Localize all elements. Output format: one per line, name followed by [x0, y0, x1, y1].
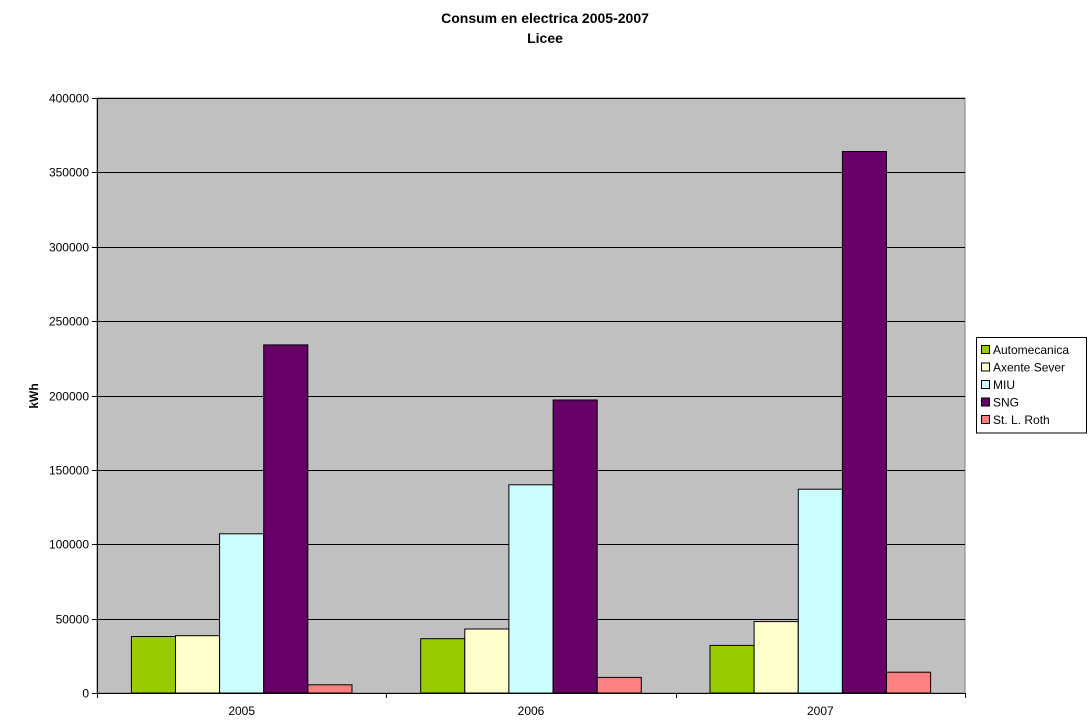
y-tick-label: 0: [82, 687, 89, 701]
y-tick-labels: 0 50000 100000 150000 200000 250000 300000 3500…: [49, 92, 97, 701]
x-tick-labels: 2005 2006 2007: [97, 693, 966, 718]
legend-swatch-miu: [981, 380, 990, 389]
bar-axente-sever-2007: [753, 621, 799, 694]
bar-axente-sever-2005: [175, 635, 221, 694]
y-tick-label: 200000: [49, 390, 89, 404]
bar-axente-sever-2006: [464, 628, 510, 694]
legend-swatch-axente-sever: [981, 362, 990, 372]
y-tick-label: 400000: [49, 92, 89, 106]
chart-subtitle: Licee: [527, 30, 563, 46]
legend-box: [976, 337, 1087, 434]
x-tick-label: 2007: [807, 704, 834, 718]
bar-miu-2007: [797, 488, 843, 694]
legend-label-sng: SNG: [993, 396, 1019, 410]
bar-st-l-roth-2005: [307, 684, 353, 694]
legend-label-miu: MIU: [993, 378, 1015, 392]
y-tick-label: 250000: [49, 315, 89, 329]
y-tick-label: 50000: [56, 613, 90, 627]
y-tick-label: 150000: [49, 464, 89, 478]
legend-label-axente-sever: Axente Sever: [993, 361, 1065, 375]
bar-sng-2005: [263, 344, 309, 694]
bar-automecanica-2005: [130, 636, 176, 694]
bars: [130, 151, 932, 694]
bar-miu-2006: [508, 484, 554, 694]
y-tick-label: 100000: [49, 538, 89, 552]
legend-label-st-l-roth: St. L. Roth: [993, 413, 1050, 427]
x-tick-label: 2006: [518, 704, 545, 718]
x-tick-label: 2005: [228, 704, 255, 718]
legend-label-automecanica: Automecanica: [993, 343, 1069, 357]
bar-st-l-roth-2006: [596, 676, 642, 694]
legend-swatch-automecanica: [981, 345, 990, 354]
y-tick-label: 300000: [49, 241, 89, 255]
legend-swatch-sng: [981, 397, 990, 407]
y-axis-label: kWh: [27, 383, 41, 408]
y-tick-label: 350000: [49, 166, 89, 180]
bar-automecanica-2007: [709, 644, 755, 694]
bar-sng-2006: [552, 399, 598, 694]
bar-sng-2007: [841, 151, 888, 694]
axes: [97, 98, 965, 694]
legend: Automecanica Axente Sever MIU SNG St. L. Rot…: [976, 337, 1087, 434]
bar-st-l-roth-2007: [886, 671, 932, 694]
legend-swatch-st-l-roth: [981, 415, 990, 424]
bar-miu-2005: [219, 533, 265, 694]
chart-title: Consum en electrica 2005-2007: [441, 10, 649, 26]
bar-automecanica-2006: [420, 638, 466, 694]
